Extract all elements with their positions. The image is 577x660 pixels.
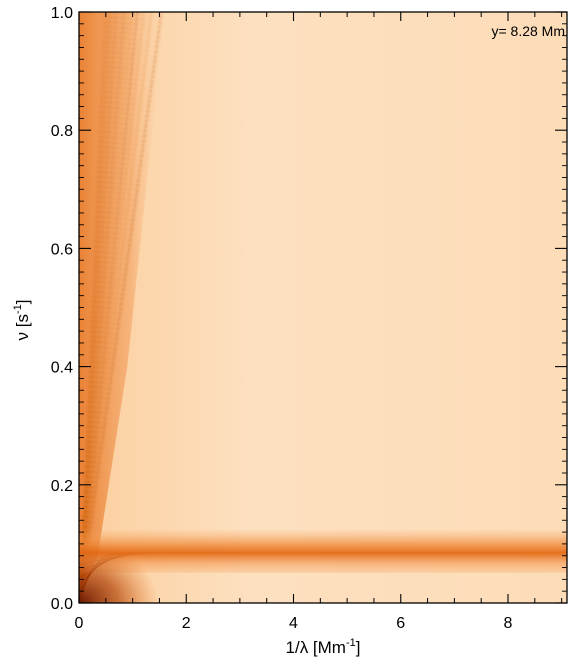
low-frequency-corner	[79, 540, 159, 603]
y-tick-label: 0.0	[51, 596, 73, 613]
heatmap-background	[79, 12, 567, 603]
ridge-line	[79, 12, 111, 603]
x-tick-label: 6	[396, 615, 405, 632]
tick-labels: 0 2 4 6 8 0.0 0.2 0.4 0.6 0.8 1.0	[51, 5, 513, 632]
ridge-line	[79, 12, 107, 603]
x-axis-label-suffix: ]	[356, 638, 361, 657]
ridge-line	[79, 12, 113, 603]
ridge-line	[79, 12, 109, 603]
y-tick-label: 0.4	[51, 360, 73, 377]
ridge-line	[79, 12, 133, 603]
ridge-line	[79, 12, 145, 603]
y-tick-label: 0.2	[51, 478, 73, 495]
y-axis-label-suffix: ]	[13, 300, 32, 305]
y-axis-label-sup: -1	[12, 304, 24, 314]
heatmap	[79, 12, 567, 603]
x-axis-label-sup: -1	[346, 637, 356, 649]
x-tick-label: 8	[504, 615, 513, 632]
y-tick-label: 1.0	[51, 5, 73, 22]
ridge-line	[79, 12, 105, 603]
axis-ticks	[78, 11, 567, 604]
y-axis-label: ν [s-1]	[12, 300, 32, 341]
ridge-line	[79, 12, 163, 603]
ridge-line	[79, 12, 106, 603]
y-tick-label: 0.8	[51, 123, 73, 140]
ridge-line	[79, 12, 122, 603]
x-axis-label-text: 1/λ [Mm	[286, 638, 346, 657]
y-axis-label-text: ν [s	[13, 314, 32, 340]
horizontal-power-band	[79, 528, 567, 573]
annotation-label: y= 8.28 Mm	[491, 23, 565, 39]
y-tick-label: 0.6	[51, 241, 73, 258]
ridge-line	[79, 12, 119, 603]
x-tick-label: 0	[75, 615, 84, 632]
ridge-line	[79, 12, 117, 603]
ridge-line	[79, 12, 125, 603]
ridge-line	[79, 12, 139, 603]
ridge-fan-envelope	[79, 12, 165, 603]
ridge-line	[79, 12, 152, 603]
x-tick-label: 4	[289, 615, 298, 632]
x-tick-label: 2	[182, 615, 191, 632]
ridge-line	[79, 12, 129, 603]
x-axis-label: 1/λ [Mm-1]	[286, 637, 361, 657]
ridge-line	[79, 12, 115, 603]
